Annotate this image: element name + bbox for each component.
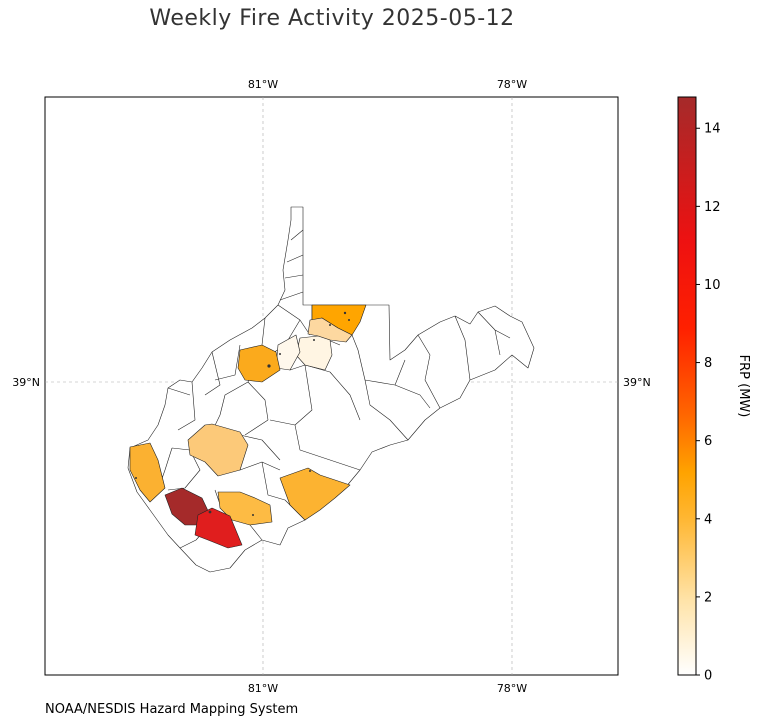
- lat-tick-right-39n: 39°N: [623, 376, 651, 389]
- county-fill-central-west: [237, 344, 281, 383]
- colorbar-tick-label: 8: [704, 356, 712, 371]
- fire-point: [208, 510, 212, 514]
- fire-point: [313, 339, 315, 341]
- county-fill-north-b: [307, 317, 353, 343]
- lat-tick-left-39n: 39°N: [12, 376, 40, 389]
- county-fill-south-mid: [217, 491, 273, 526]
- fire-point: [135, 477, 137, 479]
- county-fill-southeast: [279, 467, 351, 521]
- fire-point: [309, 470, 311, 472]
- county-layer: [127, 206, 535, 573]
- county-fill-central: [187, 423, 249, 477]
- colorbar-tick-label: 12: [704, 200, 721, 215]
- county-fill-west: [129, 442, 166, 503]
- fire-point: [348, 319, 350, 321]
- state-outline: [127, 206, 535, 573]
- county-fill-south-red: [194, 507, 243, 549]
- colorbar-tick-label: 2: [704, 590, 712, 605]
- colorbar-ticks: 0 2 4 6 8 10 12 14: [696, 122, 721, 684]
- fire-point: [329, 324, 331, 326]
- colorbar-tick-label: 0: [704, 669, 712, 684]
- lon-tick-bottom-78w: 78°W: [497, 682, 527, 695]
- fire-points: [135, 311, 350, 516]
- lon-tick-bottom-81w: 81°W: [248, 682, 278, 695]
- colorbar-tick-label: 10: [704, 278, 721, 293]
- fire-point: [279, 353, 281, 355]
- lon-tick-top-78w: 78°W: [497, 78, 527, 91]
- fire-point: [343, 311, 347, 315]
- colorbar-tick-label: 14: [704, 122, 721, 137]
- colorbar: [677, 96, 697, 676]
- colorbar-tick-label: 4: [704, 512, 712, 527]
- credit-text: NOAA/NESDIS Hazard Mapping System: [45, 702, 299, 717]
- colorbar-tick-label: 6: [704, 434, 712, 449]
- fire-point: [252, 514, 254, 516]
- colorbar-label: FRP (MW): [736, 355, 751, 418]
- lon-tick-top-81w: 81°W: [248, 78, 278, 91]
- fire-point: [267, 364, 271, 368]
- map-title: Weekly Fire Activity 2025-05-12: [149, 6, 515, 31]
